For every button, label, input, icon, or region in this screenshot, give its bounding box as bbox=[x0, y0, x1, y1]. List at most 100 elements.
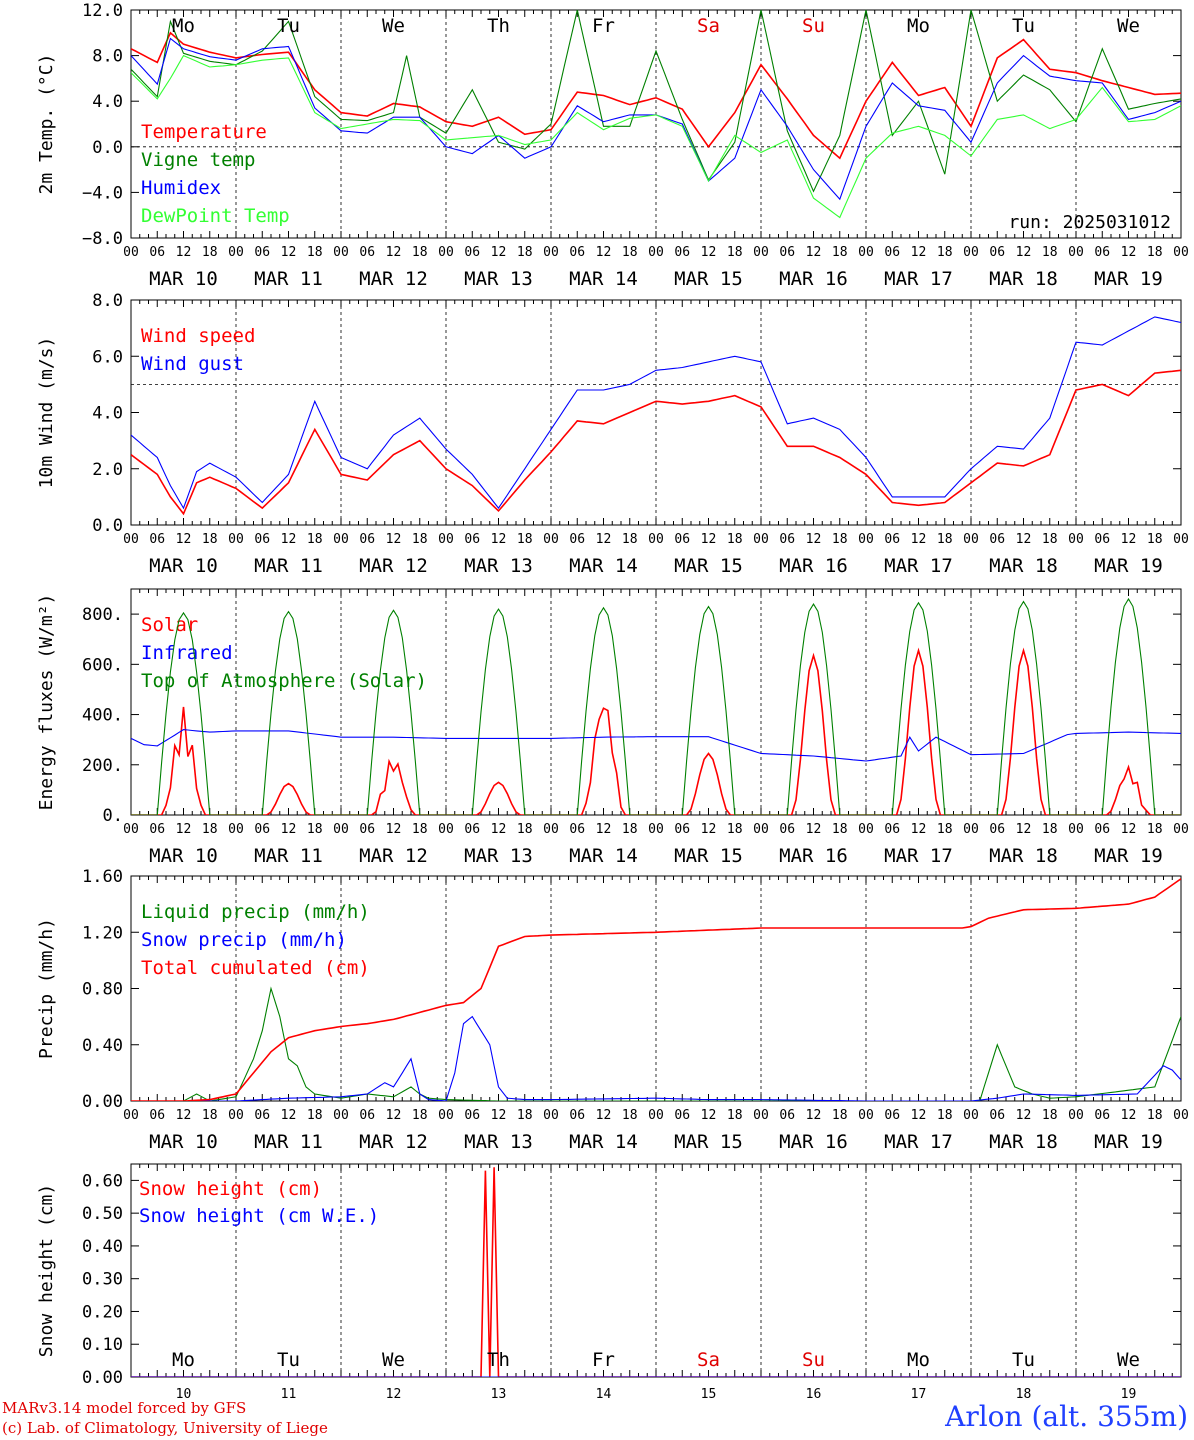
x-hour-label: 00 bbox=[753, 532, 769, 547]
x-date-label: MAR 10 bbox=[149, 1131, 218, 1153]
x-hour-label: 00 bbox=[1173, 1108, 1189, 1123]
y-tick-label: 2.0 bbox=[92, 460, 123, 480]
y-tick-label: 0.60 bbox=[82, 1171, 123, 1191]
y-tick-label: 1.60 bbox=[82, 867, 123, 887]
x-date-label: MAR 11 bbox=[254, 555, 323, 577]
x-hour-label: 12 bbox=[911, 822, 927, 837]
y-axis-label: Precip (mm/h) bbox=[36, 918, 57, 1059]
run-annotation: run: 2025031012 bbox=[1008, 212, 1171, 233]
y-tick-label: 0.80 bbox=[82, 980, 123, 1000]
y-tick-label: 600. bbox=[82, 655, 123, 675]
y-axis-label: 10m Wind (m/s) bbox=[36, 337, 57, 489]
x-hour-label: 06 bbox=[149, 245, 165, 260]
x-hour-label: 18 bbox=[832, 245, 848, 260]
series-line-temperature bbox=[131, 31, 1181, 160]
series-line-infrared bbox=[131, 729, 1181, 762]
x-date-label: MAR 19 bbox=[1094, 555, 1163, 577]
legend-entry: Vigne temp bbox=[141, 149, 255, 171]
x-hour-label: 12 bbox=[1016, 822, 1032, 837]
x-hour-label: 06 bbox=[359, 822, 375, 837]
x-date-label: MAR 12 bbox=[359, 555, 428, 577]
y-tick-label: 0.30 bbox=[82, 1270, 123, 1290]
x-hour-label: 06 bbox=[884, 532, 900, 547]
x-date-label: MAR 18 bbox=[989, 555, 1058, 577]
x-date-label: MAR 12 bbox=[359, 845, 428, 867]
day-name-label: We bbox=[382, 15, 405, 37]
x-hour-label: 06 bbox=[674, 1108, 690, 1123]
x-hour-label: 06 bbox=[149, 532, 165, 547]
x-hour-label: 06 bbox=[1094, 822, 1110, 837]
x-hour-label: 12 bbox=[176, 532, 192, 547]
day-name-label: Mo bbox=[172, 1349, 195, 1371]
x-hour-label: 00 bbox=[648, 822, 664, 837]
x-hour-label: 18 bbox=[832, 1108, 848, 1123]
x-hour-label: 06 bbox=[254, 822, 270, 837]
x-hour-label: 18 bbox=[937, 245, 953, 260]
x-hour-label: 18 bbox=[307, 1108, 323, 1123]
x-date-label: MAR 19 bbox=[1094, 845, 1163, 867]
panel-1: 12.0 8.0 4.0 0.0 −4.0 −8.0 2m Temp. (°C) Temper… bbox=[36, 1, 1189, 290]
x-date-label: MAR 18 bbox=[989, 268, 1058, 290]
x-hour-label: 06 bbox=[254, 1108, 270, 1123]
x-date-label: MAR 10 bbox=[149, 555, 218, 577]
x-date-label: MAR 15 bbox=[674, 845, 743, 867]
x-date-label: MAR 12 bbox=[359, 268, 428, 290]
x-day-number: 19 bbox=[1121, 1387, 1137, 1400]
x-hour-label: 00 bbox=[438, 245, 454, 260]
x-hour-label: 00 bbox=[858, 245, 874, 260]
meteogram: 12.0 8.0 4.0 0.0 −4.0 −8.0 2m Temp. (°C) Temper… bbox=[36, 1, 1189, 1400]
x-hour-label: 18 bbox=[202, 1108, 218, 1123]
y-tick-label: 4.0 bbox=[92, 92, 123, 112]
x-hour-label: 06 bbox=[569, 532, 585, 547]
y-tick-label: 0.0 bbox=[92, 516, 123, 536]
x-hour-label: 00 bbox=[228, 532, 244, 547]
x-hour-label: 12 bbox=[1121, 822, 1137, 837]
x-hour-label: 06 bbox=[779, 1108, 795, 1123]
x-hour-label: 12 bbox=[491, 532, 507, 547]
x-hour-label: 00 bbox=[1173, 245, 1189, 260]
x-day-number: 13 bbox=[491, 1387, 507, 1400]
x-hour-label: 06 bbox=[779, 822, 795, 837]
x-hour-label: 00 bbox=[543, 532, 559, 547]
x-date-label: MAR 17 bbox=[884, 845, 953, 867]
station-label: Arlon (alt. 355m) bbox=[945, 1400, 1188, 1433]
x-hour-label: 12 bbox=[596, 532, 612, 547]
x-date-label: MAR 17 bbox=[884, 555, 953, 577]
x-hour-label: 06 bbox=[884, 1108, 900, 1123]
x-hour-label: 18 bbox=[307, 532, 323, 547]
day-name-label: Mo bbox=[907, 1349, 930, 1371]
x-hour-label: 00 bbox=[123, 245, 139, 260]
x-hour-label: 12 bbox=[911, 245, 927, 260]
day-name-label: Tu bbox=[1012, 15, 1035, 37]
x-day-number: 10 bbox=[176, 1387, 192, 1400]
x-hour-label: 12 bbox=[1016, 1108, 1032, 1123]
x-hour-label: 12 bbox=[806, 1108, 822, 1123]
x-hour-label: 12 bbox=[596, 1108, 612, 1123]
x-hour-label: 06 bbox=[464, 1108, 480, 1123]
x-hour-label: 00 bbox=[123, 1108, 139, 1123]
day-name-label: Fr bbox=[592, 1349, 615, 1371]
x-hour-label: 06 bbox=[779, 532, 795, 547]
x-hour-label: 06 bbox=[569, 245, 585, 260]
y-tick-label: −8.0 bbox=[82, 229, 123, 249]
y-tick-label: 0.0 bbox=[92, 138, 123, 158]
x-hour-label: 18 bbox=[622, 1108, 638, 1123]
day-name-label: We bbox=[1117, 1349, 1140, 1371]
x-hour-label: 12 bbox=[176, 822, 192, 837]
x-hour-label: 18 bbox=[412, 245, 428, 260]
x-hour-label: 12 bbox=[1016, 532, 1032, 547]
x-date-label: MAR 10 bbox=[149, 845, 218, 867]
y-tick-label: 0.00 bbox=[82, 1092, 123, 1112]
x-date-label: MAR 13 bbox=[464, 555, 533, 577]
x-hour-label: 18 bbox=[202, 822, 218, 837]
x-hour-label: 00 bbox=[1173, 532, 1189, 547]
x-hour-label: 12 bbox=[491, 245, 507, 260]
x-hour-label: 18 bbox=[517, 245, 533, 260]
x-date-label: MAR 15 bbox=[674, 555, 743, 577]
day-name-label: Tu bbox=[277, 15, 300, 37]
x-date-label: MAR 16 bbox=[779, 1131, 848, 1153]
x-hour-label: 18 bbox=[307, 245, 323, 260]
x-hour-label: 12 bbox=[281, 1108, 297, 1123]
y-axis-label: Energy fluxes (W/m²) bbox=[36, 594, 57, 811]
x-hour-label: 12 bbox=[701, 822, 717, 837]
